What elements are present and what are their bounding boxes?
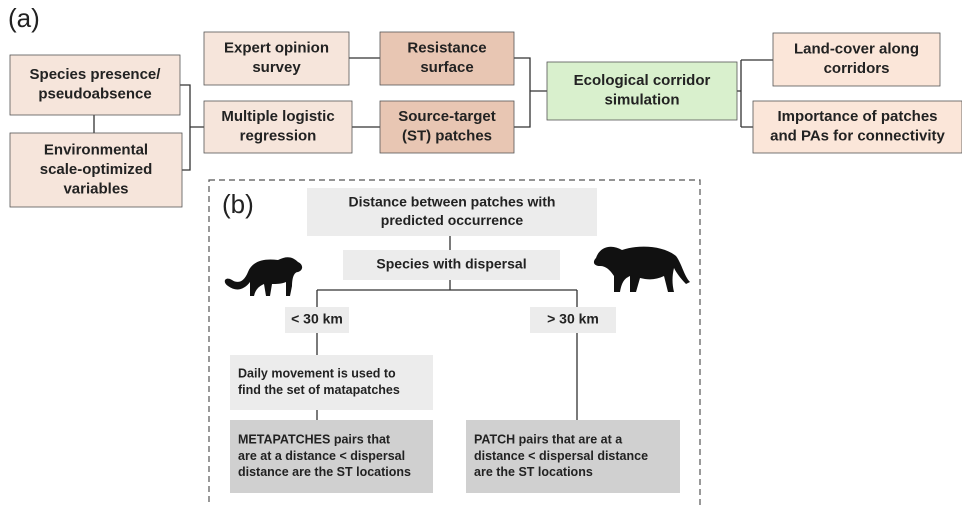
node-box	[230, 355, 433, 410]
node-label: simulation	[604, 92, 679, 109]
connector	[316, 236, 578, 420]
node: Source-target (ST) patches	[379, 100, 515, 154]
connector	[93, 84, 204, 171]
node-label: pseudoabsence	[38, 86, 151, 103]
node-box	[379, 31, 515, 86]
node-box	[285, 307, 349, 333]
node-box	[379, 100, 515, 154]
node-label: surface	[420, 59, 473, 76]
node-label: Source-target	[398, 108, 496, 125]
node-label: distance are the ST locations	[238, 465, 411, 479]
node-box	[772, 32, 941, 87]
node-label: METAPATCHES pairs that	[238, 433, 391, 447]
node: Resistance surface	[379, 31, 515, 86]
node: Environmental scale-optimized variables	[9, 132, 183, 208]
node-label: distance < dispersal distance	[474, 449, 648, 463]
node-box	[9, 132, 183, 208]
node: Multiple logistic regression	[203, 100, 353, 154]
cat-icon	[593, 246, 690, 292]
node-box	[466, 420, 680, 493]
node-label: (ST) patches	[402, 128, 492, 145]
node-label: are at a distance < dispersal	[238, 449, 405, 463]
node: Species with dispersal	[343, 250, 560, 280]
node-label: scale-optimized	[40, 161, 153, 178]
node-label: Land-cover along	[794, 41, 919, 58]
node-box	[307, 188, 597, 236]
connector	[737, 59, 773, 128]
node-label: PATCH pairs that are at a	[474, 433, 623, 447]
connector	[514, 57, 547, 128]
cat-icon	[224, 257, 303, 296]
node-box	[343, 250, 560, 280]
node: METAPATCHES pairs that are at a distance …	[230, 420, 433, 493]
node: Ecological corridor simulation	[546, 61, 738, 121]
connector	[349, 57, 380, 128]
node: Land-cover along corridors	[772, 32, 941, 87]
node-label: < 30 km	[291, 311, 343, 327]
node: Distance between patches with predicted o…	[307, 188, 597, 236]
node: Importance of patches and PAs for connect…	[752, 100, 962, 154]
node-label: predicted occurrence	[381, 212, 524, 228]
node-label: Importance of patches	[777, 108, 937, 125]
node-label: Expert opinion	[224, 40, 329, 57]
node-label: Ecological corridor	[574, 72, 711, 89]
node-box	[530, 307, 616, 333]
node-label: Species with dispersal	[376, 256, 526, 272]
node-label: and PAs for connectivity	[770, 128, 945, 145]
node-label: find the set of matapatches	[238, 383, 400, 397]
node-box	[752, 100, 962, 154]
node-box	[546, 61, 738, 121]
panel-label: (a)	[8, 3, 40, 33]
panel-label: (b)	[222, 189, 254, 219]
node-label: are the ST locations	[474, 465, 593, 479]
node-label: Species presence/	[30, 66, 162, 83]
node-label: survey	[252, 59, 301, 76]
panel-b-frame	[208, 179, 701, 505]
connectors	[93, 57, 773, 420]
node-label: variables	[63, 180, 128, 197]
node: > 30 km	[530, 307, 616, 333]
node: Expert opinion survey	[203, 31, 350, 86]
node-box	[9, 54, 181, 116]
node-label: > 30 km	[547, 311, 599, 327]
node-label: Environmental	[44, 141, 148, 158]
node: PATCH pairs that are at a distance < disp…	[466, 420, 680, 493]
node-label: Daily movement is used to	[238, 367, 396, 381]
node-label: Resistance	[407, 40, 486, 57]
node-box	[203, 31, 350, 86]
node-label: regression	[240, 128, 317, 145]
node-label: Distance between patches with	[349, 194, 556, 210]
node-box	[203, 100, 353, 154]
node-label: Multiple logistic	[221, 108, 334, 125]
node: < 30 km	[285, 307, 349, 333]
node: Daily movement is used to find the set of…	[230, 355, 433, 410]
node: Species presence/pseudoabsence	[9, 54, 181, 116]
node-label: corridors	[824, 60, 890, 77]
node-box	[230, 420, 433, 493]
